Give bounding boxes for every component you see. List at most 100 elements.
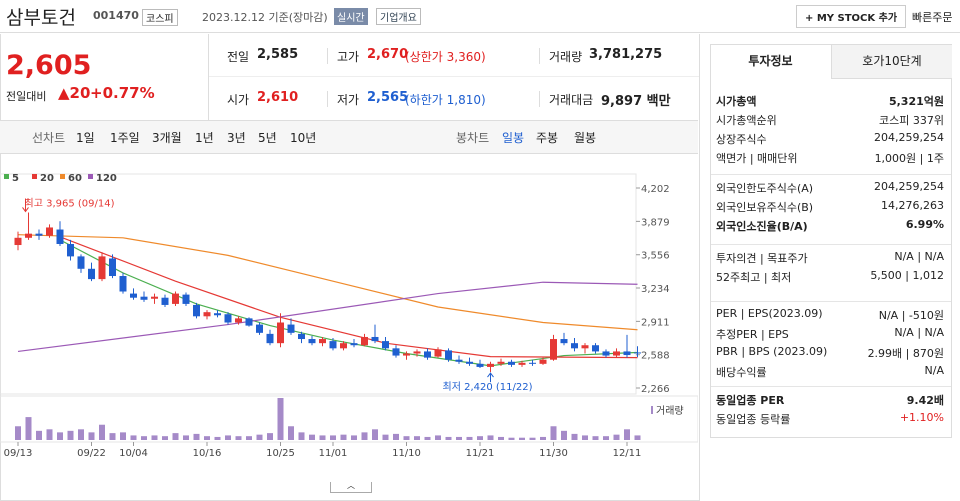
info-value: N/A | -510원: [878, 309, 944, 322]
candle-button[interactable]: 월봉: [574, 131, 597, 145]
stat-value: 2,585: [257, 47, 299, 62]
candle-body: [151, 296, 158, 299]
info-row: 배당수익률 N/A: [716, 364, 944, 380]
candle-body: [424, 351, 431, 358]
info-tab[interactable]: 호가10단계: [831, 45, 952, 79]
section-divider: [711, 174, 951, 175]
volume-bar: [36, 430, 42, 440]
info-label: PBR | BPS (2023.09): [716, 345, 828, 358]
info-label: 시가총액순위: [716, 114, 777, 127]
info-label: 투자의견 | 목표주가: [716, 252, 808, 265]
info-row: PER | EPS(2023.09) N/A | -510원: [716, 307, 944, 322]
change-label: 전일대비: [6, 90, 47, 103]
x-tick-label: 10/25: [266, 448, 295, 459]
info-row: 52주최고 | 최저 5,500 | 1,012: [716, 269, 944, 285]
info-row: 외국인한도주식수(A) 204,259,254: [716, 180, 944, 196]
candle-body: [98, 256, 106, 280]
candle-button[interactable]: 주봉: [536, 131, 559, 145]
volume-bar: [67, 430, 74, 440]
period-button[interactable]: 1년: [195, 131, 214, 145]
mystock-button[interactable]: + MY STOCK 추가: [796, 5, 907, 28]
stat-value: 2,610: [257, 90, 299, 105]
volume-bar: [592, 436, 599, 440]
period-button[interactable]: 5년: [258, 131, 277, 145]
info-label: 시가총액: [716, 95, 757, 108]
volume-bar: [246, 436, 252, 440]
period-bar: 선차트 1일 1주일 3개월 1년 3년 5년 10년 봉차트 일봉 주봉 월봉: [0, 120, 698, 154]
info-label: 동일업종 PER: [716, 394, 785, 407]
x-tick-label: 09/13: [4, 448, 33, 459]
collapse-toggle[interactable]: ︿: [330, 482, 372, 493]
company-button[interactable]: 기업개요: [376, 8, 421, 25]
volume-bar: [15, 426, 21, 440]
volume-bar: [424, 436, 431, 440]
info-label: 외국인보유주식수(B): [716, 201, 814, 214]
volume-bar: [393, 433, 399, 440]
volume-bar: [298, 432, 305, 440]
volume-label: 거래량: [656, 405, 684, 417]
info-row: 추정PER | EPS N/A | N/A: [716, 326, 944, 342]
realtime-badge[interactable]: 실시간: [334, 8, 368, 25]
volume-bar: [351, 435, 357, 440]
candle-body: [308, 339, 316, 344]
x-tick-label: 10/04: [119, 448, 148, 459]
period-button[interactable]: 10년: [290, 131, 317, 145]
volume-bar: [319, 435, 326, 440]
stat-label: 전일: [227, 50, 250, 64]
info-label: 동일업종 등락률: [716, 413, 791, 426]
info-value: 204,259,254: [874, 180, 944, 193]
volume-bar: [519, 437, 525, 440]
candle-body: [518, 362, 526, 365]
candle-body: [413, 351, 421, 354]
volume-bar: [99, 424, 105, 440]
x-tick-label: 11/21: [466, 448, 495, 459]
stat-label: 고가: [337, 50, 360, 64]
candle-title: 봉차트: [456, 131, 490, 145]
period-button[interactable]: 3개월: [152, 131, 182, 145]
volume-area: [0, 395, 698, 443]
candle-body: [172, 293, 179, 304]
volume-bar: [214, 436, 221, 440]
candle-body: [476, 363, 484, 367]
change: ▲20: [58, 84, 91, 102]
quick-order[interactable]: 빠른주문: [912, 11, 953, 24]
candle-body: [340, 343, 347, 349]
candle-body: [350, 343, 358, 346]
volume-bar: [256, 434, 263, 440]
candle-body: [466, 361, 473, 364]
volume-bar: [361, 432, 368, 440]
candle-body: [245, 318, 253, 326]
volume-bar: [529, 437, 536, 440]
period-button[interactable]: 1일: [76, 131, 95, 145]
volume-bar: [277, 398, 284, 440]
volume-bar: [235, 436, 242, 440]
rate: +0.77%: [90, 84, 155, 102]
legend-swatch: [60, 174, 65, 179]
candle-body: [182, 294, 190, 304]
annotation: 최저 2,420 (11/22): [443, 381, 533, 393]
legend-swatch: [4, 174, 9, 179]
period-button[interactable]: 3년: [227, 131, 246, 145]
info-tab[interactable]: 투자정보: [711, 45, 830, 78]
stat-note: (하한가 1,810): [405, 93, 486, 107]
stat-divider: [327, 91, 328, 107]
candle-body: [571, 343, 578, 349]
stock-name: 삼부토건: [6, 7, 76, 29]
period-button[interactable]: 1주일: [110, 131, 140, 145]
x-tick-label: 11/30: [539, 448, 568, 459]
info-row: 액면가 | 매매단위 1,000원 | 1주: [716, 150, 944, 166]
candle-body: [581, 345, 589, 349]
candle-body: [203, 312, 211, 317]
candle-button[interactable]: 일봉: [502, 131, 525, 145]
volume-bar: [172, 433, 179, 440]
candle-body: [256, 324, 263, 333]
candle-body: [560, 339, 568, 344]
volume-bar: [120, 432, 126, 440]
info-row: PBR | BPS (2023.09) 2.99배 | 870원: [716, 345, 944, 360]
candle-body: [224, 314, 232, 323]
volume-bar: [466, 436, 473, 440]
volume-bar: [508, 437, 515, 440]
legend-label: 5: [12, 173, 19, 184]
candle-body: [392, 348, 400, 356]
section-divider: [711, 301, 951, 302]
